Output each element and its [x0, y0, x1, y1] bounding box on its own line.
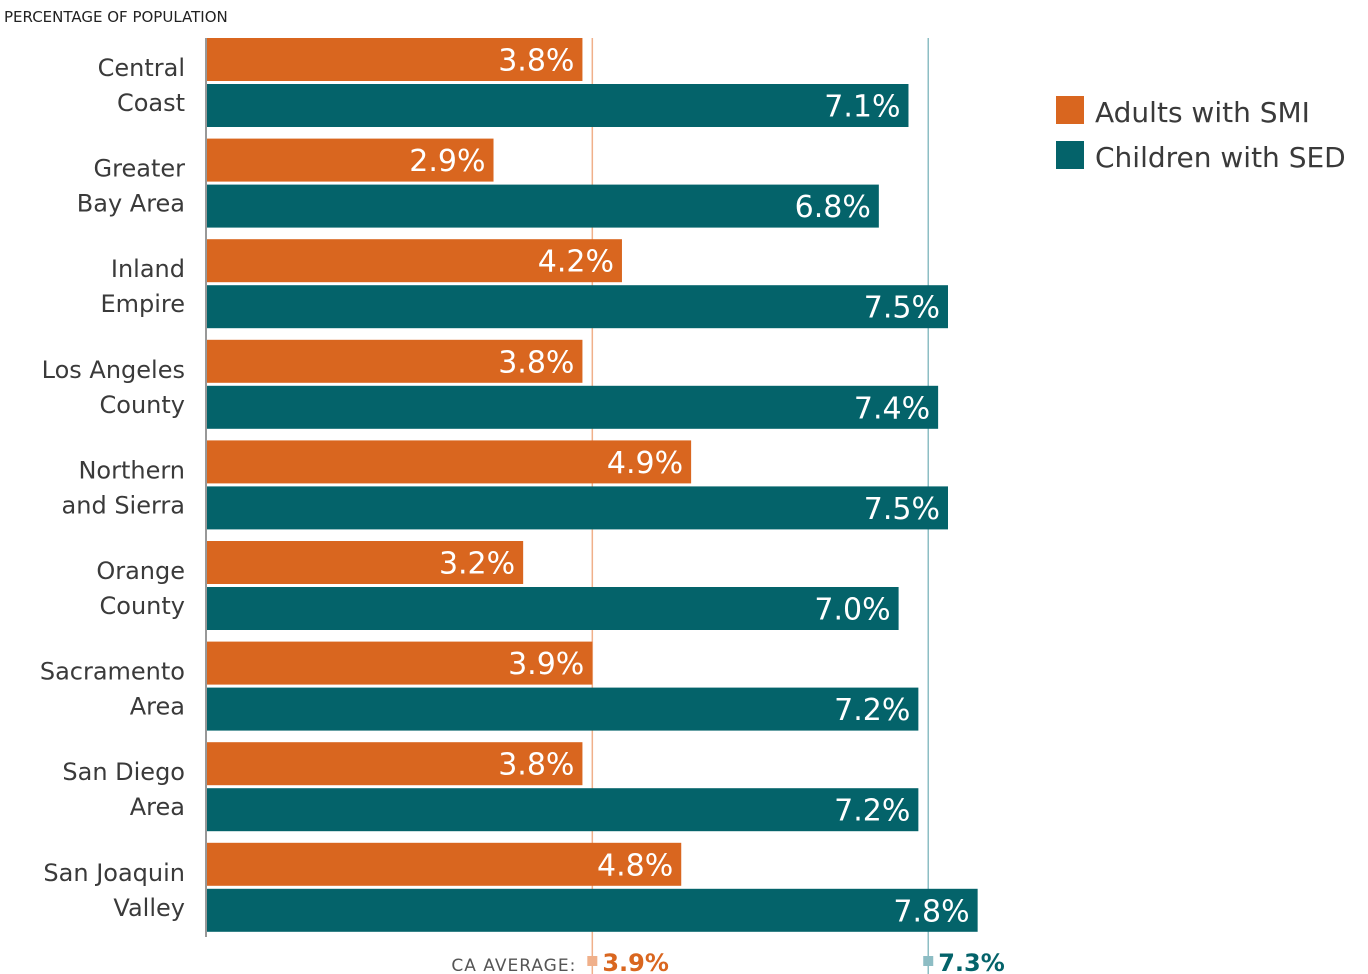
bar-adults-smi — [207, 239, 622, 283]
category-label-line: Los Angeles — [42, 356, 185, 384]
data-label: 7.8% — [893, 894, 969, 929]
category-label-line: Bay Area — [77, 190, 185, 218]
category-label-line: County — [100, 592, 185, 620]
bar-adults-smi — [207, 339, 583, 383]
data-label: 7.1% — [824, 90, 900, 125]
bar-groups: 3.8% 7.1% 2.9% 6.8% 4.2% 7.5% 3.8% 7.4% 4.9% 7.5%… — [207, 38, 978, 932]
bar-group: 3.9% 7.2% — [207, 641, 919, 731]
bar-children-sed — [207, 184, 879, 228]
bar-children-sed — [207, 587, 899, 630]
data-label: 3.2% — [439, 547, 515, 582]
bar-adults-smi — [207, 641, 593, 685]
bar-adults-smi — [207, 38, 583, 81]
ca-average-label: CA AVERAGE: — [451, 956, 576, 974]
average-marker — [923, 956, 934, 966]
category-label: San Joaquin Valley — [43, 859, 185, 922]
data-label: 4.9% — [607, 446, 683, 481]
category-label-line: Orange — [96, 557, 185, 585]
data-label: 7.0% — [814, 593, 890, 628]
axis-title: PERCENTAGE OF POPULATION — [4, 8, 228, 26]
bar-group: 2.9% 6.8% — [207, 138, 879, 228]
bar-group: 4.2% 7.5% — [207, 239, 948, 329]
average-value: 7.3% — [938, 949, 1005, 974]
bar-children-sed — [207, 285, 948, 329]
data-label: 7.5% — [864, 492, 940, 527]
category-label-line: County — [100, 391, 185, 419]
bar-children-sed — [207, 687, 919, 731]
bar-children-sed — [207, 486, 948, 530]
category-label-line: Coast — [117, 89, 185, 117]
category-label: Greater Bay Area — [77, 155, 185, 218]
bar-children-sed — [207, 385, 939, 429]
data-label: 3.9% — [508, 647, 584, 682]
bar-adults-smi — [207, 138, 494, 182]
bar-children-sed — [207, 788, 919, 832]
data-label: 2.9% — [409, 144, 485, 179]
data-label: 4.8% — [597, 848, 673, 883]
category-label-line: Area — [130, 793, 185, 821]
category-labels: Central Coast Greater Bay Area Inland Empire L… — [40, 54, 185, 922]
bar-children-sed — [207, 84, 909, 127]
legend-swatch — [1056, 96, 1084, 124]
data-label: 7.2% — [834, 693, 910, 728]
bar-group: 3.8% 7.1% — [207, 38, 909, 127]
category-label: Inland Empire — [100, 255, 185, 318]
category-label-line: Valley — [113, 894, 185, 922]
category-label-line: and Sierra — [62, 491, 185, 519]
bar-group: 3.2% 7.0% — [207, 541, 899, 630]
bar-group: 3.8% 7.4% — [207, 339, 939, 429]
bar-adults-smi — [207, 742, 583, 786]
bar-adults-smi — [207, 842, 682, 886]
data-label: 3.8% — [498, 345, 574, 380]
data-label: 3.8% — [498, 748, 574, 783]
category-label-line: Sacramento — [40, 658, 185, 686]
category-label: San Diego Area — [62, 758, 185, 821]
data-label: 4.2% — [538, 245, 614, 280]
legend-label: Children with SED — [1095, 141, 1346, 174]
category-label-line: Area — [130, 693, 185, 721]
data-label: 7.2% — [834, 794, 910, 829]
category-label-line: Northern — [78, 456, 185, 484]
category-label-line: Inland — [111, 255, 185, 283]
legend-label: Adults with SMI — [1095, 96, 1310, 129]
category-label-line: Central — [98, 54, 185, 82]
bar-group: 4.9% 7.5% — [207, 440, 948, 530]
bar-group: 3.8% 7.2% — [207, 742, 919, 832]
category-label-line: Empire — [100, 290, 185, 318]
legend-swatch — [1056, 141, 1084, 169]
category-label: Sacramento Area — [40, 658, 185, 721]
data-label: 7.5% — [864, 291, 940, 326]
average-value: 3.9% — [602, 949, 669, 974]
bar-adults-smi — [207, 541, 524, 584]
bar-group: 4.8% 7.8% — [207, 842, 978, 932]
category-label: Orange County — [96, 557, 185, 620]
category-label: Northern and Sierra — [62, 456, 185, 519]
data-label: 7.4% — [854, 391, 930, 426]
category-label: Central Coast — [98, 54, 185, 117]
bar-children-sed — [207, 888, 978, 932]
category-label-line: San Joaquin — [43, 859, 185, 887]
category-label: Los Angeles County — [42, 356, 185, 419]
ca-average-footer: CA AVERAGE: 3.9% 7.3% — [451, 949, 1004, 974]
data-label: 3.8% — [498, 44, 574, 79]
bar-adults-smi — [207, 440, 692, 484]
average-marker — [587, 956, 598, 966]
data-label: 6.8% — [795, 190, 871, 225]
category-label-line: Greater — [94, 155, 186, 183]
category-label-line: San Diego — [62, 758, 185, 786]
legend: Adults with SMI Children with SED — [1056, 96, 1346, 174]
